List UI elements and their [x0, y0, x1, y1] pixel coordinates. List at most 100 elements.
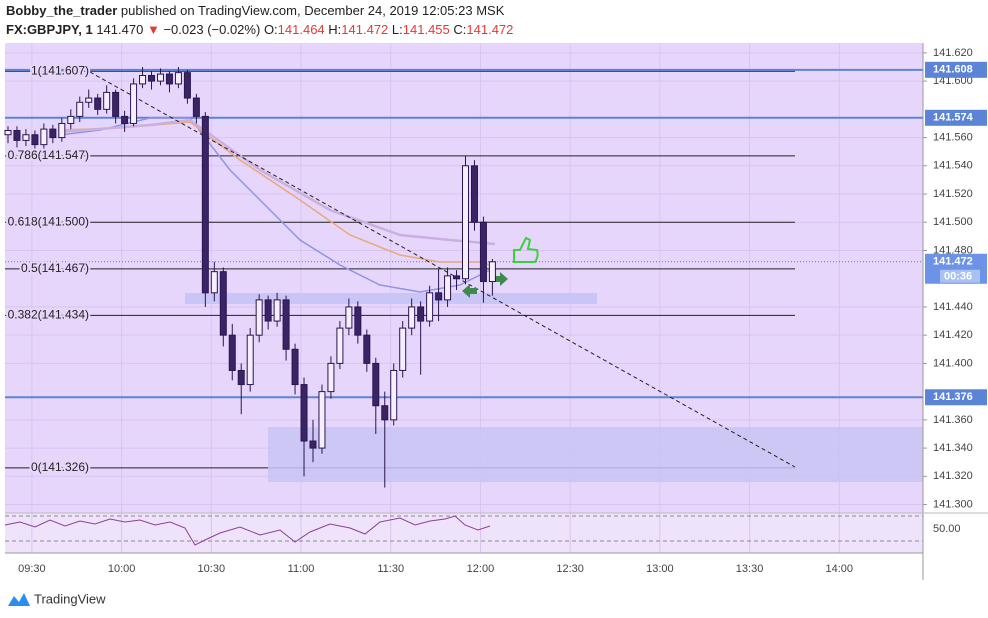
candle-body: [264, 299, 272, 322]
current-price-label: 141.472: [933, 256, 973, 268]
candle-body: [210, 271, 218, 294]
author: Bobby_the_trader: [6, 3, 117, 18]
zone: [185, 293, 597, 304]
y-tick-label: 141.320: [933, 470, 973, 482]
countdown-bg: [940, 269, 980, 283]
ohlc-value: 141.472: [341, 22, 388, 37]
candle-body: [390, 369, 398, 421]
y-tick-label: 141.420: [933, 329, 973, 341]
change: −0.023 (−0.02%): [163, 22, 260, 37]
x-tick-label: 13:30: [736, 563, 764, 575]
candle-body: [372, 362, 380, 407]
zone: [268, 427, 923, 482]
y-tick-label: 141.560: [933, 131, 973, 143]
symbol: FX:GBPJPY, 1: [6, 22, 93, 37]
candle-body: [237, 369, 245, 386]
price-badge-label: 141.608: [933, 64, 973, 76]
candle-body: [76, 101, 84, 117]
x-tick-label: 13:00: [646, 563, 674, 575]
moving-average: [59, 117, 491, 293]
arrow-icon: [493, 272, 508, 286]
candle-body: [174, 72, 182, 85]
y-tick-label: 141.540: [933, 160, 973, 172]
drawings: [4, 71, 923, 546]
candle-body: [112, 91, 120, 117]
candle-body: [444, 275, 452, 301]
candle-body: [246, 334, 254, 386]
ohlc-value: 141.464: [278, 22, 325, 37]
published: published on TradingView.com, December 2…: [121, 3, 505, 18]
candle-body: [4, 130, 12, 136]
y-tick-label: 141.400: [933, 357, 973, 369]
candle-body: [381, 405, 389, 421]
fib-label: 1(141.607): [31, 63, 89, 77]
x-tick-label: 10:00: [108, 563, 136, 575]
candle-body: [121, 115, 129, 124]
ohlc-label: L:: [392, 22, 403, 37]
x-tick-label: 12:30: [556, 563, 584, 575]
candle-body: [488, 261, 496, 283]
ohlc-label: C:: [453, 22, 466, 37]
header-line: Bobby_the_trader published on TradingVie…: [6, 3, 505, 18]
arrow: ▼: [147, 22, 160, 37]
countdown: 00:36: [944, 271, 972, 283]
x-tick-label: 11:30: [377, 563, 404, 575]
price-badge: [925, 109, 987, 126]
candle-body: [139, 74, 147, 85]
ohlc-label: O:: [264, 22, 278, 37]
candle-body: [336, 327, 344, 364]
candle-body: [40, 128, 48, 146]
candle-body: [354, 306, 362, 336]
candle-body: [165, 73, 173, 85]
y-tick-label: 141.500: [933, 216, 973, 228]
candle-body: [13, 130, 21, 141]
marks: [4, 66, 496, 488]
candle-body: [435, 292, 443, 301]
candle-body: [219, 271, 227, 336]
ohlc-value: 141.455: [403, 22, 450, 37]
candle-body: [453, 275, 461, 280]
logo-icon: [8, 593, 30, 606]
candle-body: [291, 348, 299, 386]
rsi-line: [4, 515, 491, 546]
candle-body: [461, 165, 469, 280]
ohlc-value: 141.472: [466, 22, 513, 37]
candle-body: [345, 306, 353, 329]
x-tick-label: 11:00: [288, 563, 315, 575]
moving-average: [59, 118, 496, 246]
x-tick-label: 10:30: [198, 563, 226, 575]
candle-body: [103, 91, 111, 110]
price-badge: [925, 61, 987, 78]
x-tick-label: 12:00: [467, 563, 495, 575]
candle-body: [309, 440, 317, 449]
candle-body: [67, 115, 75, 124]
candle-body: [192, 97, 200, 117]
candle-body: [148, 74, 156, 82]
candle-body: [273, 299, 281, 322]
candle-body: [479, 221, 487, 283]
rsi-background: [5, 513, 923, 553]
candle-body: [255, 299, 263, 336]
axis-background: [923, 43, 988, 553]
y-tick-label: 141.360: [933, 414, 973, 426]
candle-body: [417, 306, 425, 322]
price-badge-label: 141.574: [933, 112, 974, 124]
candle-body: [470, 165, 478, 223]
brand: TradingView: [34, 591, 106, 606]
y-tick-label: 141.620: [933, 47, 973, 59]
badges: 1(141.607) 0.786(141.547) 0.618(141.500) 0.…: [6, 61, 987, 476]
ohlc-label: H:: [328, 22, 341, 37]
candle-body: [300, 384, 308, 442]
candle-body: [49, 128, 57, 139]
candle-body: [156, 73, 164, 82]
symbol-line: FX:GBPJPY, 1 141.470 ▼ −0.023 (−0.02%) O…: [6, 22, 513, 37]
candle-body: [408, 306, 416, 329]
fib-label: 0.5(141.467): [21, 261, 89, 275]
y-tick-label: 141.440: [933, 301, 973, 313]
candle-body: [58, 122, 66, 139]
price-badge: [925, 389, 987, 406]
candle-body: [318, 391, 326, 449]
rsi-level-label: 50.00: [933, 523, 961, 535]
candle-body: [228, 334, 236, 371]
